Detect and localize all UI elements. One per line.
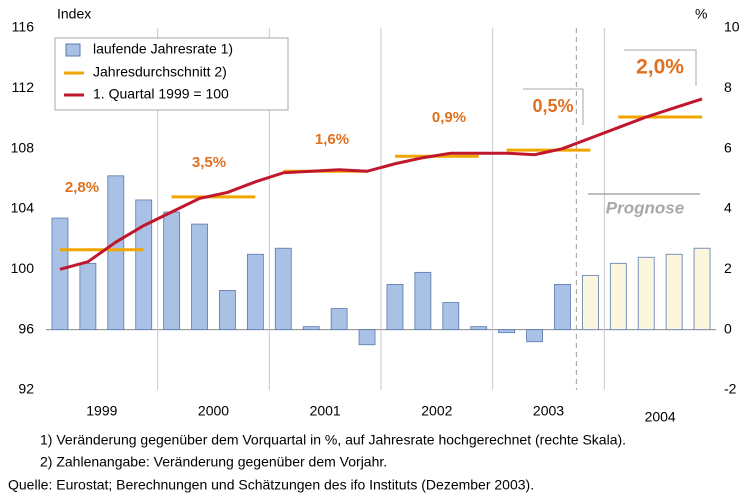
annotation-frame <box>624 49 697 86</box>
bar <box>386 284 404 331</box>
annotation: 2,8% <box>65 179 99 196</box>
annotation: 2,0% <box>636 56 684 79</box>
y-axis-label: Index <box>57 6 91 22</box>
bar <box>470 326 488 331</box>
y2-tick-label: 2 <box>724 260 732 276</box>
forecast-label: Prognose <box>606 198 684 217</box>
footnote: 2) Zahlenangabe: Veränderung gegenüber d… <box>40 454 387 470</box>
x-tick-label: 2003 <box>533 403 564 419</box>
bar <box>246 253 264 331</box>
bar <box>107 175 125 331</box>
index-line <box>59 97 703 271</box>
bar <box>274 247 292 331</box>
annotation-frame <box>523 88 584 125</box>
y2-tick-label: 4 <box>724 200 732 216</box>
y2-axis-label: % <box>695 6 707 22</box>
bar <box>51 217 69 331</box>
bar <box>554 284 571 331</box>
legend-label: Jahresdurchschnitt 2) <box>93 64 227 80</box>
x-tick-label: 2002 <box>421 403 452 419</box>
annotation: 0,5% <box>532 96 573 116</box>
y-tick-label: 96 <box>18 320 34 336</box>
x-tick-label: 2001 <box>310 403 341 419</box>
bar <box>163 211 181 331</box>
source: Quelle: Eurostat; Berechnungen und Schät… <box>8 477 534 493</box>
y-tick-label: 116 <box>12 19 35 35</box>
y2-tick-label: 6 <box>724 139 732 155</box>
x-tick-label: 2004 <box>645 409 676 425</box>
bar <box>414 271 432 331</box>
bar <box>637 256 655 331</box>
y2-tick-label: 10 <box>724 19 740 35</box>
footnote: 1) Veränderung gegenüber dem Vorquartal … <box>40 432 626 448</box>
legend-box <box>54 37 289 111</box>
y-tick-label: 108 <box>11 139 35 155</box>
bar <box>79 262 97 331</box>
bar <box>442 302 460 331</box>
bar <box>581 274 599 331</box>
y-tick-label: 104 <box>11 200 35 216</box>
legend-swatch <box>65 43 81 57</box>
y-tick-label: 100 <box>11 260 35 276</box>
x-tick-label: 1999 <box>86 403 117 419</box>
bar <box>330 308 348 331</box>
bar <box>665 253 683 331</box>
legend-label: laufende Jahresrate 1) <box>93 41 233 57</box>
bar <box>358 329 376 346</box>
bar <box>135 199 153 331</box>
y2-tick-label: 8 <box>724 79 732 95</box>
annotation: 3,5% <box>192 154 226 171</box>
y2-tick-label: -2 <box>724 381 737 397</box>
bar <box>498 329 516 334</box>
bar <box>526 329 543 343</box>
y-tick-label: 92 <box>18 381 34 397</box>
x-tick-label: 2000 <box>198 403 229 419</box>
legend-label: 1. Quartal 1999 = 100 <box>93 86 229 102</box>
y2-tick-label: 0 <box>724 320 732 336</box>
bar <box>191 223 208 331</box>
bar <box>693 247 711 331</box>
bar <box>609 262 627 331</box>
bar <box>219 290 236 331</box>
annotation: 1,6% <box>315 131 349 148</box>
y-tick-label: 112 <box>12 79 35 95</box>
bar <box>302 326 320 331</box>
annotation: 0,9% <box>432 109 466 126</box>
